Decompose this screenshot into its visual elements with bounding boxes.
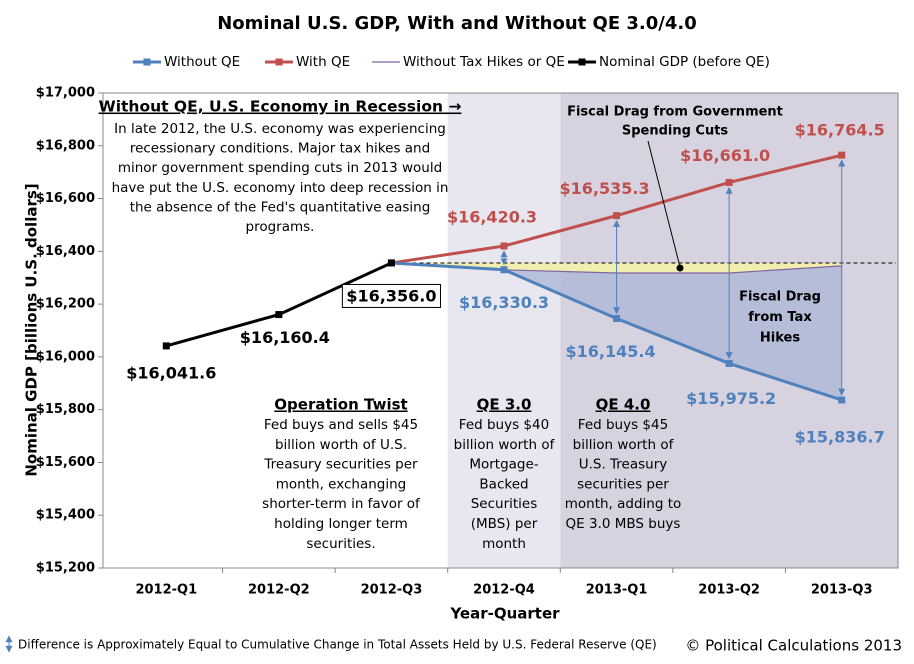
annotation-title: Operation Twist xyxy=(274,396,407,414)
leader-dot xyxy=(676,264,684,272)
y-tick-label: $16,400 xyxy=(36,244,95,259)
point-marker xyxy=(500,266,508,274)
data-label: $16,330.3 xyxy=(459,293,549,312)
annotation-text: Fiscal Drag xyxy=(739,290,821,305)
x-tick-label: 2012-Q4 xyxy=(473,583,535,598)
y-tick-label: $16,800 xyxy=(36,138,95,153)
x-tick-label: 2013-Q2 xyxy=(698,583,760,598)
annotation-text: holding longer term xyxy=(274,516,408,532)
legend-marker xyxy=(143,58,151,66)
annotation-text: minor government spending cuts in 2013 w… xyxy=(118,160,442,176)
data-label: $16,160.4 xyxy=(240,328,330,347)
annotation-text: month xyxy=(482,536,526,552)
x-tick-label: 2012-Q1 xyxy=(135,583,197,598)
annotation-text: securities per xyxy=(577,476,669,492)
annotation-text: Spending Cuts xyxy=(622,124,729,139)
footnote: Difference is Approximately Equal to Cum… xyxy=(18,638,657,652)
data-label: $15,975.2 xyxy=(686,389,776,408)
annotation-text: month, adding to xyxy=(565,496,682,512)
annotation-text: Fed buys $40 xyxy=(459,417,549,433)
annotation-text: the absence of the Fed's quantitative ea… xyxy=(130,199,431,215)
annotation-text: Hikes xyxy=(760,331,800,346)
annotation-text: from Tax xyxy=(748,310,812,325)
annotation-text: Fed buys $45 xyxy=(578,417,668,433)
x-tick-label: 2013-Q1 xyxy=(586,583,648,598)
data-label: $16,764.5 xyxy=(795,121,885,140)
annotation-text: In late 2012, the U.S. economy was exper… xyxy=(114,121,446,137)
data-label: $16,535.3 xyxy=(560,179,650,198)
annotation-text: have put the U.S. economy into deep rece… xyxy=(112,180,449,196)
label-box xyxy=(341,283,441,308)
x-tick-label: 2012-Q3 xyxy=(361,583,423,598)
x-axis-label: Year-Quarter xyxy=(449,605,560,623)
y-tick-label: $15,400 xyxy=(36,508,95,523)
y-tick-label: $17,000 xyxy=(36,86,95,101)
annotation-text: billion worth of U.S. xyxy=(275,437,407,453)
point-marker xyxy=(613,315,621,323)
leader-line xyxy=(647,140,681,268)
y-tick-label: $16,000 xyxy=(36,349,95,364)
annotation-text: Mortgage- xyxy=(469,457,538,473)
annotation-text: QE 3.0 MBS buys xyxy=(566,516,681,532)
legend-label: Without Tax Hikes or QE xyxy=(403,54,565,70)
y-axis-label: Nominal GDP [billions U.S. dollars] xyxy=(23,183,41,476)
point-marker xyxy=(275,311,283,319)
data-label: $15,836.7 xyxy=(795,427,885,446)
credit: © Political Calculations 2013 xyxy=(685,637,902,655)
data-label: $16,420.3 xyxy=(447,207,537,226)
annotation-title: QE 3.0 xyxy=(477,396,532,414)
point-marker xyxy=(387,259,395,267)
legend-label: Without QE xyxy=(164,54,240,70)
point-marker xyxy=(725,359,733,367)
annotation-title: QE 4.0 xyxy=(596,396,651,414)
data-label: $16,041.6 xyxy=(126,363,216,382)
annotation-text: shorter-term in favor of xyxy=(262,496,421,512)
point-marker xyxy=(838,396,846,404)
annotation-text: (MBS) per xyxy=(471,516,538,532)
y-tick-label: $15,600 xyxy=(36,455,95,470)
annotation-text: billion worth of xyxy=(454,437,556,453)
annotation-text: U.S. Treasury xyxy=(579,457,668,473)
y-tick-label: $15,800 xyxy=(36,402,95,417)
y-tick-label: $15,200 xyxy=(36,561,95,576)
point-marker xyxy=(162,342,170,350)
legend-marker xyxy=(275,58,283,66)
annotation-text: month, exchanging xyxy=(276,476,406,492)
point-marker xyxy=(838,151,846,159)
x-tick-label: 2013-Q3 xyxy=(811,583,873,598)
legend-label: Nominal GDP (before QE) xyxy=(599,54,770,70)
point-marker xyxy=(725,178,733,186)
annotation-text: Fed buys and sells $45 xyxy=(264,417,418,433)
plot-frame xyxy=(102,92,899,569)
period-band xyxy=(447,93,561,568)
annotation-text: Securities xyxy=(471,496,538,512)
annotation-text: billion worth of xyxy=(573,437,675,453)
y-tick-label: $16,600 xyxy=(36,191,95,206)
chart-title: Nominal U.S. GDP, With and Without QE 3.… xyxy=(217,13,697,34)
legend-marker xyxy=(578,58,586,66)
annotation-text: Fiscal Drag from Government xyxy=(567,105,783,120)
annotation-text: recessionary conditions. Major tax hikes… xyxy=(130,141,430,157)
x-tick-label: 2012-Q2 xyxy=(248,583,310,598)
data-label: $16,356.0 xyxy=(346,286,436,305)
point-marker xyxy=(500,242,508,250)
data-label: $16,145.4 xyxy=(566,342,656,361)
annotation-text: Treasury securities per xyxy=(263,457,418,473)
annotation-text: Backed xyxy=(479,476,528,492)
annotation-title: Without QE, U.S. Economy in Recession → xyxy=(99,98,462,116)
data-label: $16,661.0 xyxy=(680,146,770,165)
point-marker xyxy=(613,212,621,220)
annotation-text: programs. xyxy=(246,219,315,235)
annotation-text: securities. xyxy=(306,536,375,552)
y-tick-label: $16,200 xyxy=(36,297,95,312)
legend-label: With QE xyxy=(296,54,350,70)
